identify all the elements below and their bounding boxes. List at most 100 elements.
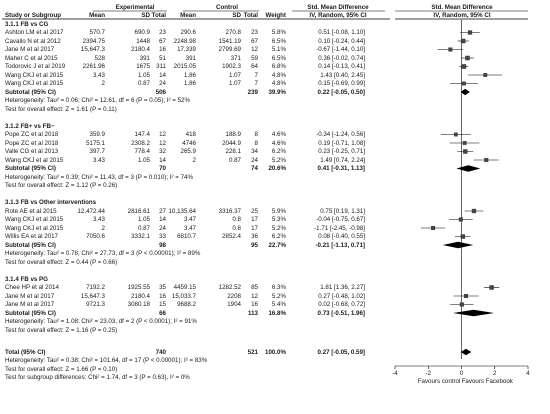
study-weight: 5.9% [271, 207, 286, 215]
exp-total: 14 [159, 156, 166, 164]
overall-effect-test: Test for overall effect: Z = 1.12 (P = 0… [5, 182, 118, 189]
subtotal-diamond [460, 88, 470, 96]
subtotal-diamond [442, 241, 474, 249]
exp-sd: 2308.2 [131, 139, 150, 147]
exp-mean: 3.43 [92, 216, 105, 223]
ctrl-sd: 1282.52 [218, 284, 241, 291]
study-point-marker [462, 81, 466, 86]
study-ci: 0.02 [-0.68, 0.72] [318, 301, 365, 308]
ctrl-total: 64 [251, 63, 258, 70]
subtotal-diamond [453, 309, 495, 317]
x-tick-label: 0 [459, 369, 464, 377]
exp-sd: 1675 [136, 63, 150, 70]
ctrl-mean: 2 [192, 156, 196, 164]
subtotal-exp-total: 70 [159, 165, 166, 172]
ctrl-total: 16 [251, 301, 258, 308]
header-ctrl-total: Total [243, 11, 258, 19]
study-name: Wang CKJ et al 2015 [5, 224, 64, 232]
ctrl-sd: 1904 [227, 301, 241, 308]
exp-mean: 7192.2 [86, 284, 105, 291]
header-experimental: Experimental [115, 3, 155, 11]
exp-sd: 147.4 [134, 131, 150, 138]
header-exp-mean: Mean [89, 11, 105, 19]
exp-sd: 3332.1 [131, 233, 150, 240]
study-name: Wang CKJ et al 2015 [5, 80, 64, 87]
exp-total: 27 [159, 207, 166, 215]
study-weight: 5.1% [271, 46, 286, 53]
exp-mean: 570.7 [89, 29, 105, 36]
exp-sd: 3080.18 [127, 301, 150, 308]
exp-total: 23 [159, 29, 166, 36]
total-overall-effect-test: Test for overall effect: Z = 1.66 (P = 0… [5, 365, 118, 373]
study-name: Jane M et al 2017 [5, 292, 55, 300]
exp-mean: 15,647.3 [80, 46, 105, 53]
study-name: Jane M et al 2017 [5, 46, 55, 53]
ctrl-mean: 6810.7 [177, 233, 196, 240]
exp-sd: 2816.61 [127, 207, 150, 215]
ctrl-mean: 1.86 [183, 71, 196, 79]
exp-total: 51 [159, 54, 166, 62]
study-weight: 6.5% [271, 54, 286, 62]
study-weight: 5.8% [271, 29, 286, 36]
total-exp-total: 740 [155, 348, 166, 356]
study-weight: 5.2% [271, 292, 286, 300]
ctrl-mean: 4459.15 [173, 284, 196, 291]
exp-mean: 15,647.3 [80, 292, 105, 300]
ctrl-total: 17 [251, 216, 258, 223]
header-exp-sd: SD [141, 11, 150, 19]
subtotal-weight: 22.7% [268, 241, 286, 249]
x-tick-label: 2 [493, 369, 497, 377]
total-ctrl-total: 521 [247, 348, 258, 356]
subtotal-exp-total: 66 [159, 309, 166, 317]
exp-mean: 9721.3 [86, 301, 105, 308]
study-point-marker [467, 30, 473, 35]
exp-sd: 1448 [136, 37, 150, 45]
subtotal-diamond [456, 165, 481, 172]
exp-total: 24 [159, 80, 166, 87]
ctrl-sd: 188.9 [225, 131, 241, 138]
ctrl-total: 34 [251, 148, 258, 155]
study-ci: 0.36 [-0.02, 0.74] [318, 54, 365, 62]
study-weight: 4.6% [271, 139, 286, 147]
subgroup-title: 3.1.2 FB+ vs FB− [5, 122, 55, 130]
ctrl-total: 59 [251, 54, 258, 62]
ctrl-sd: 0.8 [232, 216, 241, 223]
ctrl-sd: 2852.4 [222, 233, 241, 240]
subtotal-label: Subtotal (95% CI) [5, 309, 56, 317]
study-point-marker [458, 217, 463, 222]
header-ctrl-mean: Mean [180, 11, 196, 19]
study-name: Wang CKJ et al 2015 [5, 216, 64, 223]
heterogeneity: Heterogeneity: Tau² = 0.06; Chi² = 12.61… [5, 97, 190, 104]
study-weight: 6.2% [271, 148, 286, 155]
total-weight: 100.0% [265, 348, 286, 356]
ctrl-mean: 290.6 [180, 29, 196, 36]
ctrl-mean: 2015.05 [173, 63, 196, 70]
exp-sd: 2180.4 [131, 46, 150, 53]
ctrl-sd: 1541.19 [218, 37, 241, 45]
study-name: Ashton LM et al 2017 [5, 29, 64, 36]
exp-mean: 12,472.44 [77, 207, 105, 215]
subtotal-weight: 16.8% [268, 309, 286, 317]
ctrl-total: 36 [251, 233, 258, 240]
study-weight: 5.4% [271, 301, 286, 308]
exp-total: 16 [159, 292, 166, 300]
study-point-marker [462, 141, 467, 145]
exp-sd: 2180.4 [131, 292, 150, 300]
overall-effect-test: Test for overall effect: Z = 1.16 (P = 0… [5, 326, 118, 334]
study-name: Maher C et al 2015 [5, 54, 58, 62]
subtotal-ctrl-total: 239 [247, 88, 258, 96]
study-point-marker [471, 208, 477, 214]
header-weight: Weight [265, 11, 286, 19]
study-name: Chee HP et al 2014 [5, 284, 59, 291]
exp-total: 35 [159, 284, 166, 291]
study-name: Pope ZC et al 2018 [5, 131, 59, 138]
ctrl-total: 23 [251, 29, 258, 36]
exp-total: 311 [156, 63, 166, 70]
study-ci: 0.08 [-0.40, 0.55] [318, 233, 365, 240]
exp-mean: 2 [101, 80, 105, 87]
exp-total: 12 [159, 139, 166, 147]
exp-sd: 690.9 [134, 29, 150, 36]
total-label: Total (95% CI) [5, 348, 46, 356]
ctrl-total: 8 [254, 139, 258, 147]
study-name: Pope ZC et al 2018 [5, 139, 59, 147]
